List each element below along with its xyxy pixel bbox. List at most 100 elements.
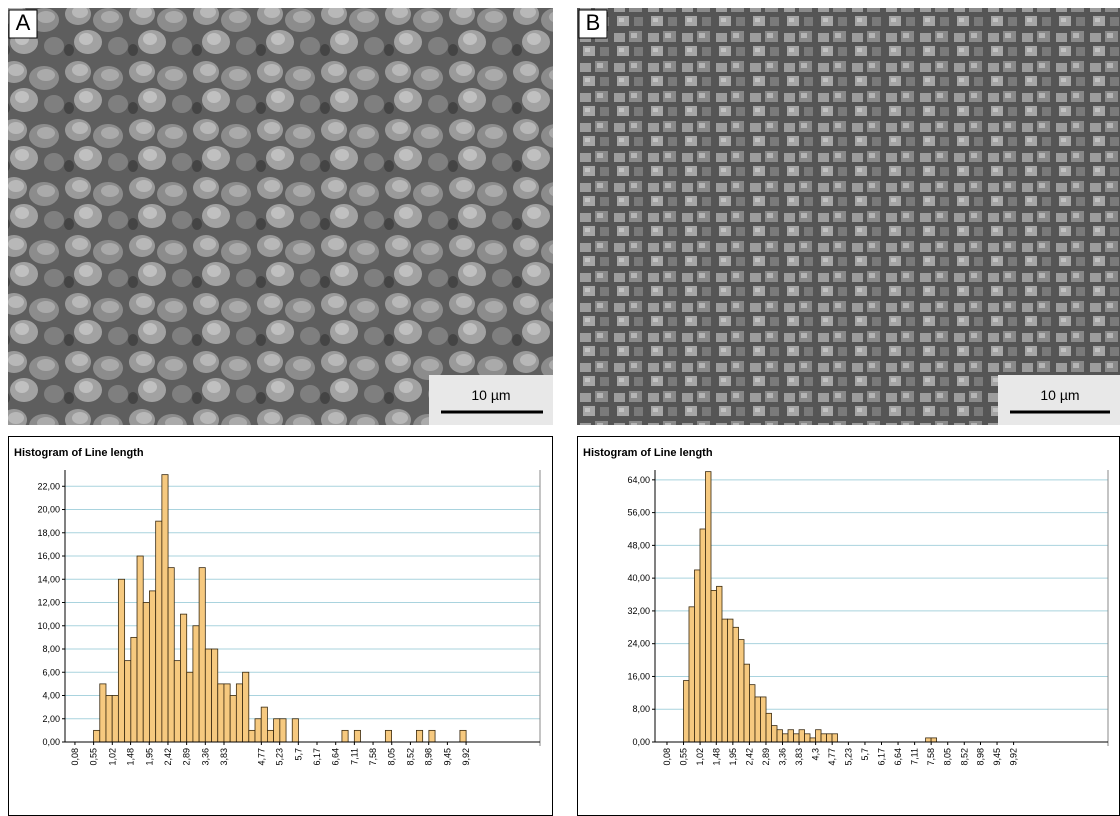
bar <box>688 606 695 743</box>
panel-label-box <box>578 9 608 39</box>
x-tick-label: 8,05 <box>943 748 953 766</box>
chart-title: Histogram of Line length <box>14 447 144 459</box>
bar <box>186 671 194 743</box>
x-tick-label: 1,02 <box>107 748 117 766</box>
y-tick-label: 8,00 <box>42 644 60 654</box>
bar <box>732 626 739 743</box>
y-tick-label: 4,00 <box>42 691 60 701</box>
y-tick-label: 48,00 <box>627 540 650 550</box>
bar <box>826 733 833 743</box>
panel-label: A <box>16 10 31 35</box>
bar <box>776 729 783 743</box>
bar <box>99 683 107 743</box>
bar <box>142 602 150 743</box>
scale-bar-box <box>429 375 553 425</box>
y-tick-label: 8,00 <box>632 704 650 714</box>
x-tick-label: 8,52 <box>405 748 415 766</box>
bar <box>809 737 816 743</box>
bar <box>167 567 175 743</box>
bar <box>760 696 767 743</box>
x-tick-label: 7,11 <box>910 748 920 765</box>
x-tick-label: 5,23 <box>275 748 285 766</box>
bar <box>428 729 436 743</box>
y-tick-label: 12,00 <box>37 598 60 608</box>
x-tick-label: 9,45 <box>442 748 452 766</box>
y-tick-label: 6,00 <box>42 667 60 677</box>
bar <box>683 680 690 743</box>
bar <box>793 733 800 743</box>
bar <box>217 683 225 743</box>
bar <box>173 660 181 743</box>
x-tick-label: 9,45 <box>992 748 1002 766</box>
bar <box>820 733 827 743</box>
bar <box>180 613 188 743</box>
bar <box>738 639 745 743</box>
x-tick-label: 5,7 <box>860 748 870 761</box>
x-tick-label: 9,92 <box>461 748 471 766</box>
bar <box>204 648 212 743</box>
bar <box>815 729 822 743</box>
x-tick-label: 2,89 <box>182 748 192 766</box>
x-tick-label: 0,55 <box>89 748 99 766</box>
x-tick-label: 1,95 <box>144 748 154 766</box>
x-tick-label: 3,83 <box>219 748 229 766</box>
bar <box>699 528 706 743</box>
x-tick-label: 6,64 <box>893 748 903 766</box>
bar <box>798 729 805 743</box>
y-tick-label: 22,00 <box>37 481 60 491</box>
bar <box>749 684 756 743</box>
x-tick-label: 7,11 <box>349 748 359 765</box>
x-tick-label: 6,64 <box>331 748 341 766</box>
x-tick-label: 8,98 <box>975 748 985 766</box>
bar <box>93 729 101 743</box>
bar <box>459 729 467 743</box>
bar <box>771 725 778 743</box>
scale-bar-label: 10 µm <box>471 387 510 403</box>
scale-bar-box <box>998 375 1120 425</box>
bar <box>223 683 231 743</box>
bar <box>804 733 811 743</box>
x-tick-label: 3,36 <box>200 748 210 766</box>
x-tick-label: 1,48 <box>711 748 721 766</box>
x-tick-label: 9,92 <box>1009 748 1019 766</box>
x-tick-label: 3,83 <box>794 748 804 766</box>
bar <box>161 474 169 743</box>
bar <box>254 718 262 743</box>
sem-image: A 10 µm <box>8 8 553 425</box>
sem-image: B 10 µm <box>577 8 1120 425</box>
bar <box>248 729 256 743</box>
y-tick-label: 10,00 <box>37 621 60 631</box>
bar <box>291 718 299 743</box>
bar <box>117 578 126 743</box>
bar <box>721 618 728 743</box>
y-tick-label: 14,00 <box>37 574 60 584</box>
x-tick-label: 6,17 <box>312 748 322 766</box>
bar <box>260 706 268 743</box>
bar <box>155 520 163 743</box>
bar <box>130 636 138 743</box>
bar <box>136 555 144 743</box>
scale-bar-label: 10 µm <box>1040 387 1079 403</box>
y-tick-label: 64,00 <box>627 475 650 485</box>
x-tick-label: 1,02 <box>695 748 705 766</box>
chart-title: Histogram of Line length <box>583 447 713 459</box>
x-tick-label: 5,23 <box>843 748 853 766</box>
bar <box>831 733 838 743</box>
x-tick-label: 4,77 <box>256 748 266 766</box>
x-tick-label: 7,58 <box>368 748 378 766</box>
y-tick-label: 2,00 <box>42 714 60 724</box>
y-tick-label: 56,00 <box>627 508 650 518</box>
x-tick-label: 5,7 <box>293 748 303 761</box>
x-tick-label: 1,95 <box>728 748 738 766</box>
x-tick-label: 3,36 <box>778 748 788 766</box>
bar <box>716 585 723 743</box>
bar <box>416 729 424 743</box>
y-tick-label: 16,00 <box>627 671 650 681</box>
bar <box>694 569 701 743</box>
bar <box>267 729 275 743</box>
x-tick-label: 1,48 <box>126 748 136 766</box>
bar <box>710 590 717 743</box>
bar <box>925 737 932 743</box>
bar <box>229 695 237 743</box>
